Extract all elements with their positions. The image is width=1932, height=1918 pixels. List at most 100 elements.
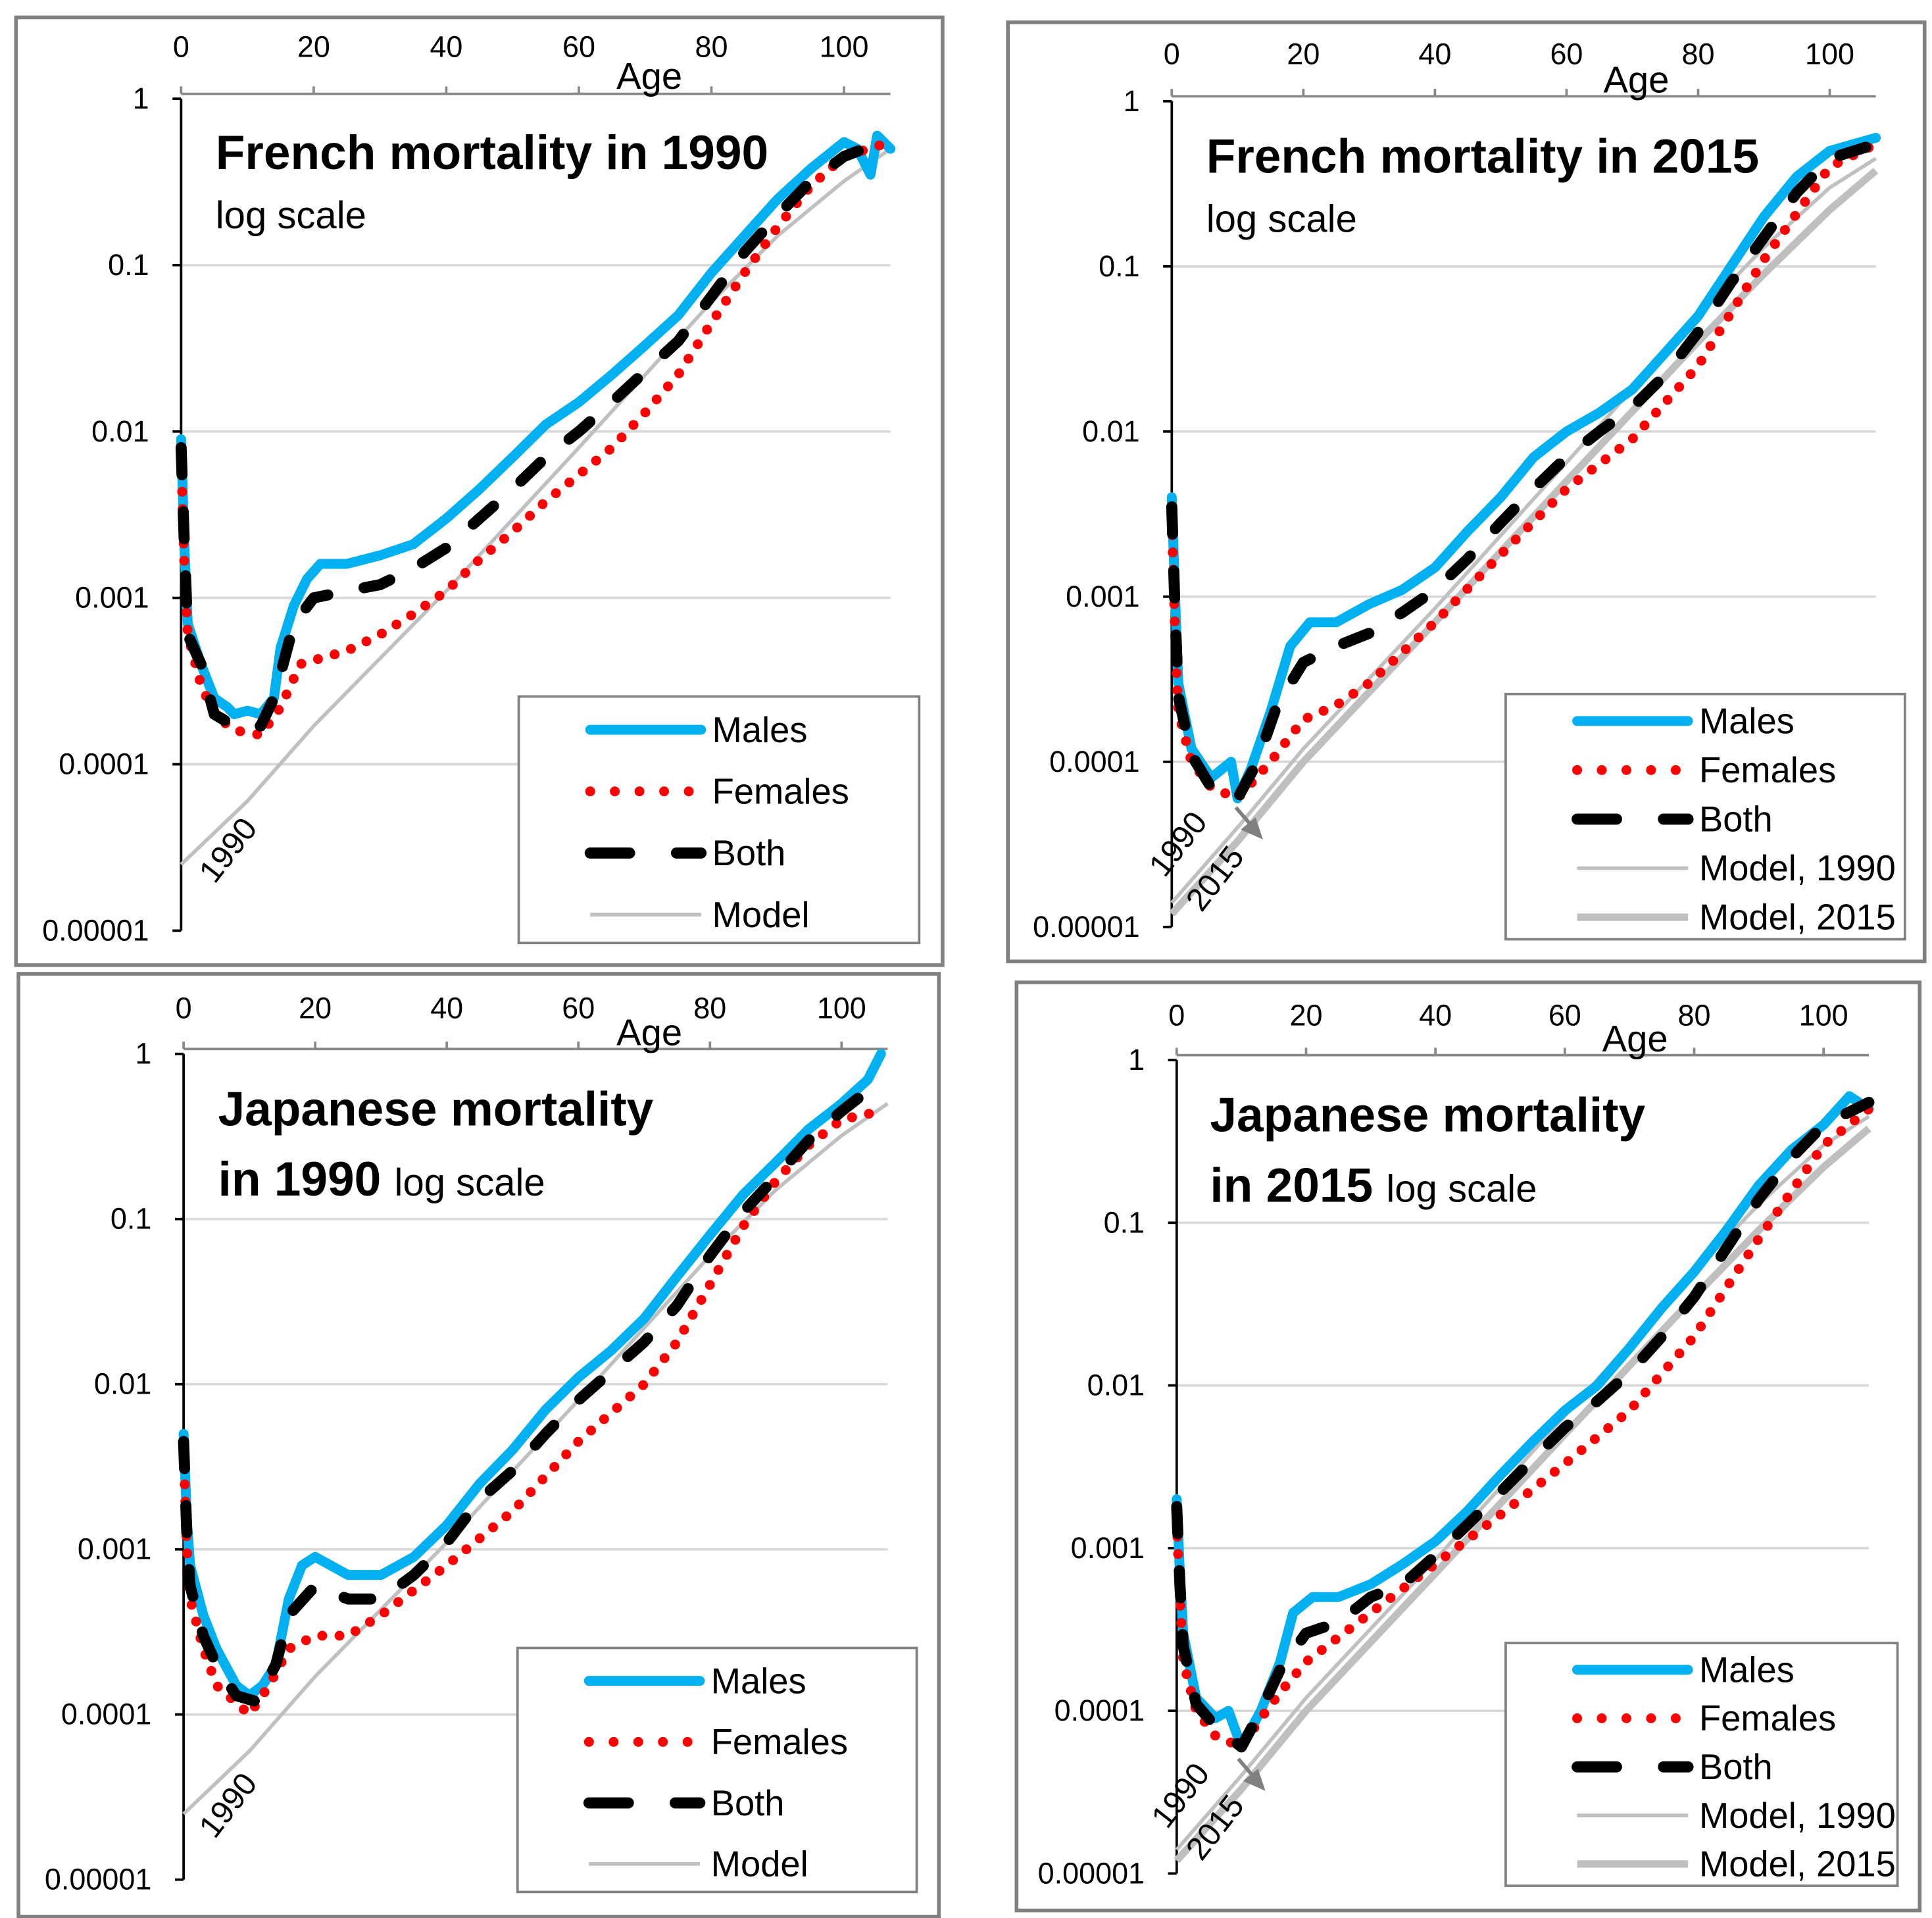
x-tick-label: 0	[176, 991, 192, 1024]
series-both	[1171, 1096, 1875, 1753]
y-tick-label: 0.00001	[45, 1863, 151, 1896]
x-tick-label: 60	[1548, 999, 1581, 1032]
legend-label: Both	[1699, 799, 1773, 840]
x-tick-label: 0	[1164, 38, 1180, 71]
x-tick-label: 40	[430, 991, 463, 1024]
y-tick-label: 0.0001	[59, 747, 149, 781]
chart-subtitle: log scale	[216, 194, 366, 237]
chart-title: Japanese mortality	[218, 1082, 654, 1136]
series-females	[1166, 139, 1881, 803]
y-tick-label: 0.00001	[42, 913, 149, 947]
series-model	[180, 147, 892, 866]
y-tick-label: 0.1	[111, 1202, 151, 1236]
legend-label: Model, 2015	[1699, 1844, 1896, 1884]
chart-title: French mortality in 1990	[216, 126, 768, 180]
x-tick-label: 20	[299, 991, 332, 1024]
legend-frame	[516, 1646, 918, 1894]
x-axis-label: Age	[616, 55, 682, 97]
chart-subtitle: log scale	[1206, 197, 1357, 240]
y-tick-label: 0.01	[94, 1367, 151, 1401]
x-tick-label: 60	[562, 991, 595, 1024]
chart-title: French mortality in 2015	[1206, 130, 1759, 183]
legend: Males Females Both Model, 1990 Model, 2015	[1504, 1642, 1899, 1887]
x-tick-label: 100	[1799, 999, 1848, 1032]
legend-label: Females	[1699, 750, 1836, 790]
x-tick-label: 20	[1287, 38, 1320, 71]
x-tick-label: 80	[1678, 999, 1711, 1032]
legend-label: Both	[711, 1783, 785, 1823]
y-tick-label: 0.00001	[1038, 1856, 1145, 1890]
legend: Males Females Both Model	[517, 695, 921, 945]
legend-label: Females	[712, 771, 849, 811]
y-tick-label: 0.001	[1066, 580, 1139, 613]
chart-title: Japanese mortality	[1210, 1089, 1645, 1142]
legend-label: Females	[711, 1722, 848, 1762]
x-tick-label: 0	[1168, 999, 1185, 1032]
chart-panel-3: 1 0.1 0.01 0.001 0.0001 0.00001 0 20 40 60 80 100 Ag…	[16, 972, 941, 1918]
legend-label: Both	[712, 833, 786, 873]
y-tick-label: 0.0001	[61, 1698, 151, 1731]
legend: Males Females Both Model	[516, 1646, 918, 1894]
legend-label: Males	[711, 1661, 806, 1701]
arrow-head-icon	[1243, 1769, 1266, 1791]
x-tick-label: 40	[1419, 999, 1452, 1032]
y-tick-label: 0.1	[1099, 249, 1139, 283]
legend-label: Females	[1699, 1698, 1836, 1738]
arrow-shaft	[1234, 806, 1252, 826]
x-tick-label: 80	[693, 991, 726, 1024]
chart-title-line2: in 2015 log scale	[1210, 1159, 1537, 1212]
series-females	[178, 1106, 886, 1720]
y-tick-label: 0.0001	[1054, 1694, 1145, 1727]
legend: Males Females Both Model, 1990 Model, 2015	[1504, 692, 1906, 941]
x-tick-label: 40	[430, 30, 462, 63]
y-tick-label: 0.1	[1104, 1205, 1145, 1239]
y-tick-label: 0.00001	[1033, 910, 1139, 944]
chart-panel-4: 1 0.1 0.01 0.001 0.0001 0.00001 0 20 40 60 80 100 Ag…	[1014, 980, 1922, 1913]
y-tick-label: 0.0001	[1049, 745, 1139, 778]
y-tick-label: 0.001	[78, 1532, 151, 1566]
legend-label: Model, 2015	[1699, 897, 1896, 938]
series-males	[1166, 132, 1881, 803]
y-tick-label: 1	[135, 1037, 151, 1071]
x-tick-label: 60	[1550, 38, 1583, 71]
x-tick-label: 100	[1805, 38, 1854, 71]
x-tick-label: 100	[820, 30, 869, 63]
series-males	[1172, 1091, 1874, 1752]
x-tick-label: 20	[297, 30, 330, 63]
legend-label: Males	[1699, 701, 1795, 742]
y-tick-label: 0.01	[1087, 1369, 1145, 1402]
y-tick-label: 1	[1128, 1043, 1145, 1076]
y-tick-label: 0.001	[75, 581, 149, 615]
y-tick-label: 0.01	[91, 415, 149, 448]
x-tick-label: 100	[817, 991, 866, 1024]
series-model-1990	[1170, 157, 1877, 904]
chart-panel-1: 1 0.1 0.01 0.001 0.0001 0.00001 0 20 40 60 80 100 Ag…	[14, 15, 945, 967]
legend-label: Model	[711, 1844, 808, 1884]
y-tick-label: 1	[1124, 84, 1140, 118]
x-axis-label: Age	[616, 1012, 682, 1053]
x-axis-label: Age	[1603, 59, 1669, 101]
x-tick-label: 60	[562, 30, 595, 63]
legend-label: Males	[1699, 1650, 1795, 1690]
series-males	[178, 1049, 886, 1701]
arrow-shaft	[1237, 1757, 1255, 1778]
chart-panel-2: 1 0.1 0.01 0.001 0.0001 0.00001 0 20 40 60 80 100 Ag…	[1006, 20, 1927, 964]
chart-subtitle: log scale	[1386, 1167, 1537, 1210]
series-both	[175, 136, 897, 732]
series-females	[176, 137, 896, 740]
chart-title-line2-text: in 2015	[1210, 1159, 1373, 1212]
series-females	[1172, 1103, 1874, 1752]
y-tick-label: 0.001	[1071, 1531, 1145, 1565]
chart-title-line2-text: in 1990	[218, 1153, 382, 1206]
legend-label: Males	[712, 710, 808, 750]
x-tick-label: 20	[1289, 999, 1322, 1032]
series-model-2015	[1169, 168, 1879, 917]
legend-label: Model, 1990	[1699, 848, 1896, 888]
y-tick-label: 0.01	[1082, 415, 1139, 448]
x-tick-label: 80	[695, 30, 728, 63]
legend-label: Model, 1990	[1699, 1796, 1896, 1836]
y-tick-label: 0.1	[108, 248, 149, 282]
series-males	[176, 130, 896, 719]
legend-frame	[517, 695, 921, 945]
